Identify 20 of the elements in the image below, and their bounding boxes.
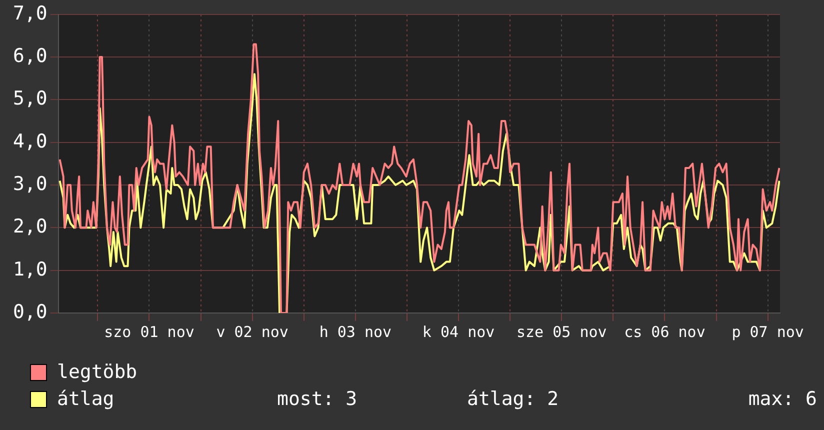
x-tick-label: sze 05 nov [516,322,607,341]
legend-label: átlag [57,387,116,412]
x-tick-label: h 03 nov [319,322,392,341]
x-tick-label: szo 01 nov [104,322,194,341]
text: max: 6 [747,387,817,412]
legend-label: legtöbb [57,360,138,385]
y-tick-label: 3,0 [12,172,48,195]
y-tick-label: 2,0 [12,216,48,238]
y-tick-label: 6,0 [12,44,48,67]
text: most: 3 [277,387,358,412]
x-tick-label: k 04 nov [422,322,495,341]
y-tick-label: 4,0 [12,130,48,152]
y-tick-label: 0,0 [12,300,48,323]
x-tick-label: cs 06 nov [624,322,706,341]
y-tick-label: 1,0 [12,258,48,280]
y-tick-label: 7,0 [12,2,48,24]
y-tick-label: 5,0 [12,88,48,110]
text: átlag: 2 [467,387,560,412]
x-tick-label: v 02 nov [216,322,288,341]
x-tick-label: p 07 nov [732,322,804,341]
